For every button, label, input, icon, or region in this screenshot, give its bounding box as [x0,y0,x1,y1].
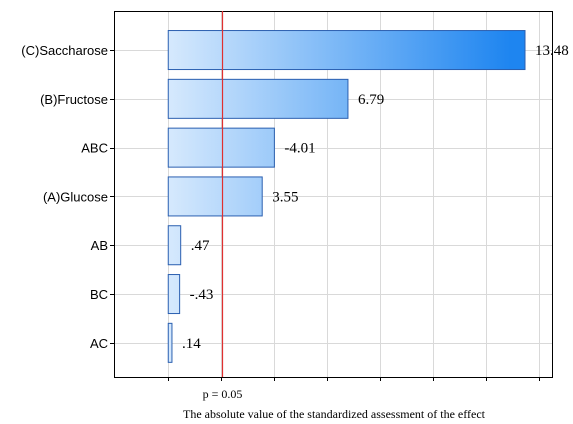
significance-label: p = 0.05 [203,387,243,401]
category-label: (B)Fructose [40,92,108,107]
value-label: 13.48 [535,43,569,59]
bar [168,323,172,362]
bar [168,31,525,70]
value-label: .47 [191,238,210,254]
category-labels: (C)Saccharose (B)Fructose ABC (A)Glucose AB B… [21,43,108,351]
category-label: BC [90,287,108,302]
category-label: (A)Glucose [43,189,108,204]
category-label: ABC [81,141,108,156]
bar [168,226,180,265]
value-label: .14 [182,336,201,352]
bar [168,275,179,314]
value-label: 3.55 [272,189,298,205]
category-label: AB [91,238,108,253]
value-label: -4.01 [284,141,315,157]
bar [168,79,348,118]
value-label: 6.79 [358,92,384,108]
category-label: AC [90,336,108,351]
bar [168,177,262,216]
value-label: -.43 [190,287,214,303]
category-label: (C)Saccharose [21,43,108,58]
bar [168,128,274,167]
x-axis-title: The absolute value of the standardized a… [183,407,486,421]
